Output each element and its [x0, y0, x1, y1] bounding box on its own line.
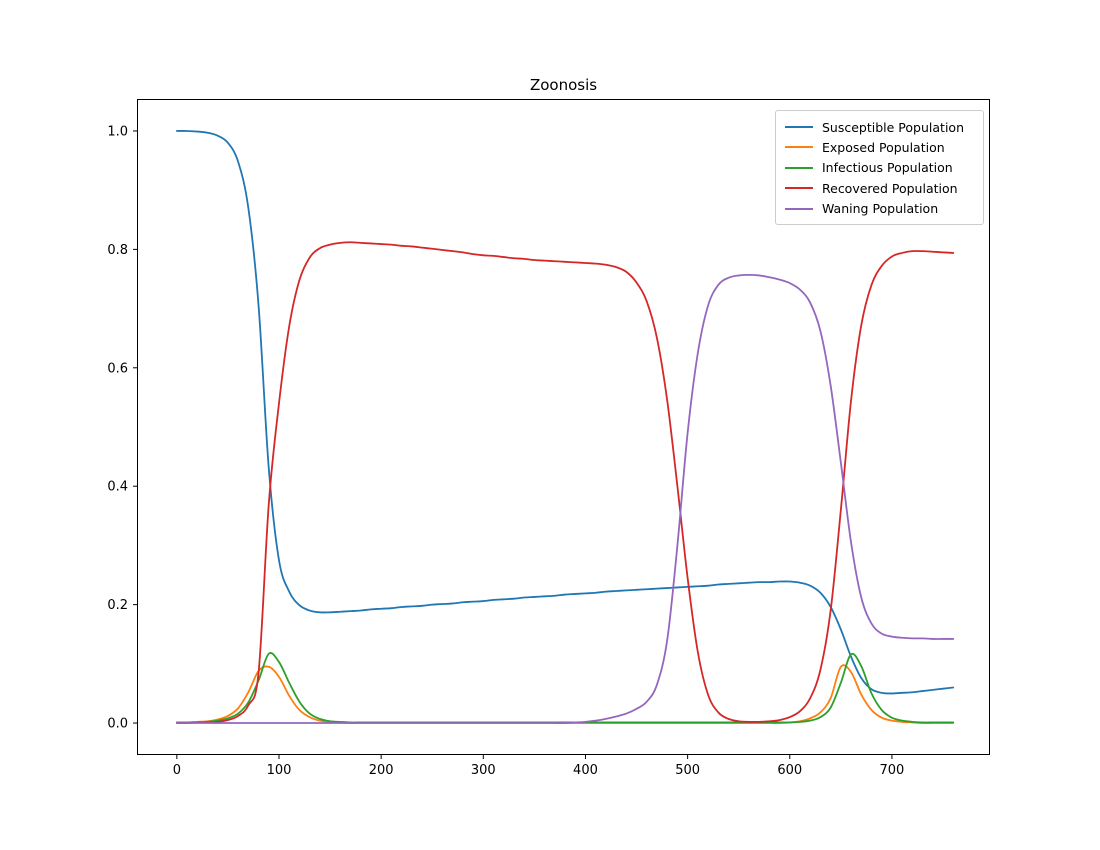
y-tick-label: 0.2	[107, 598, 128, 613]
x-tick-label: 600	[777, 763, 802, 778]
series-line-infectious-population	[175, 652, 955, 724]
y-tick-label: 0.6	[107, 361, 128, 376]
y-tick-label: 0.8	[107, 243, 128, 258]
y-tick-label: 0.0	[107, 717, 128, 732]
axes-frame	[137, 99, 990, 755]
series-line-susceptible-population	[175, 130, 955, 695]
x-tick-label: 100	[267, 763, 292, 778]
legend-item: Susceptible Population	[785, 118, 975, 136]
y-tick-label: 0.4	[107, 480, 128, 495]
legend-item: Exposed Population	[785, 138, 975, 156]
chart-title: Zoonosis	[529, 76, 598, 94]
legend-line-swatch	[785, 187, 813, 190]
series-line-recovered-population	[175, 241, 955, 724]
y-tick-label: 1.0	[107, 124, 128, 139]
legend-line-swatch	[785, 207, 813, 210]
legend-item-label: Susceptible Population	[822, 119, 964, 135]
legend: Susceptible Population Exposed Population…	[775, 110, 984, 225]
x-tick-label: 400	[573, 763, 598, 778]
legend-item-label: Exposed Population	[822, 139, 945, 155]
x-tick-label: 300	[471, 763, 496, 778]
legend-item: Waning Population	[785, 200, 975, 218]
legend-item-label: Waning Population	[822, 201, 939, 217]
series-line-waning-population	[175, 273, 955, 724]
legend-item-label: Infectious Population	[822, 160, 953, 176]
legend-line-swatch	[785, 126, 813, 128]
x-tick-label: 500	[675, 763, 700, 778]
legend-item: Infectious Population	[785, 159, 975, 177]
legend-item: Recovered Population	[785, 179, 975, 197]
x-tick-label: 700	[880, 763, 905, 778]
legend-item-label: Recovered Population	[822, 180, 958, 196]
legend-line-swatch	[785, 146, 813, 149]
x-tick-label: 200	[369, 763, 394, 778]
legend-line-swatch	[785, 166, 813, 169]
x-tick-label: 0	[173, 763, 181, 778]
